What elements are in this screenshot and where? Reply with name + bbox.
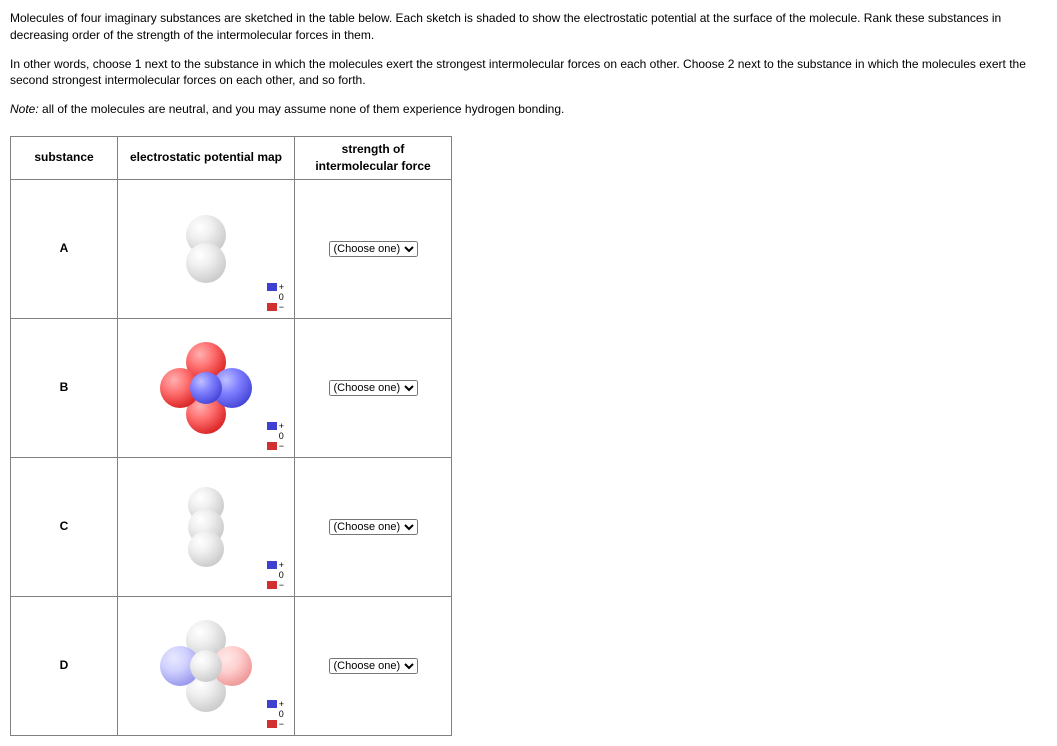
potential-legend: +0− [267,421,284,451]
instructions-block: Molecules of four imaginary substances a… [10,10,1047,118]
legend-negative-swatch [267,720,277,728]
legend-negative-swatch [267,303,277,311]
molecule-map-b: +0− [126,323,286,453]
legend-minus: − [279,719,284,729]
note-label: Note: [10,102,39,116]
legend-minus: − [279,580,284,590]
legend-minus: − [279,302,284,312]
ranking-table: substance electrostatic potential map st… [10,136,452,736]
legend-plus: + [279,282,284,292]
note-text: all of the molecules are neutral, and yo… [39,102,565,116]
map-cell-b: +0− [118,318,295,457]
substance-label-d: D [11,596,118,735]
legend-zero: 0 [279,709,284,719]
legend-plus: + [279,560,284,570]
legend-positive-swatch [267,422,277,430]
strength-cell-a: (Choose one) [295,179,452,318]
substance-label-a: A [11,179,118,318]
legend-positive-swatch [267,561,277,569]
legend-negative-swatch [267,581,277,589]
map-cell-d: +0− [118,596,295,735]
legend-positive-swatch [267,700,277,708]
legend-negative-swatch [267,442,277,450]
legend-zero: 0 [279,431,284,441]
legend-zero: 0 [279,570,284,580]
rank-select-c[interactable]: (Choose one) [329,519,418,535]
potential-legend: +0− [267,699,284,729]
legend-positive-swatch [267,283,277,291]
strength-cell-c: (Choose one) [295,457,452,596]
table-row: A +0− (Choose one) [11,179,452,318]
rank-select-b[interactable]: (Choose one) [329,380,418,396]
strength-cell-b: (Choose one) [295,318,452,457]
legend-plus: + [279,699,284,709]
atom [190,650,222,682]
legend-minus: − [279,441,284,451]
header-substance: substance [11,136,118,179]
substance-label-b: B [11,318,118,457]
map-cell-a: +0− [118,179,295,318]
potential-legend: +0− [267,560,284,590]
rank-select-a[interactable]: (Choose one) [329,241,418,257]
instruction-note: Note: all of the molecules are neutral, … [10,101,1047,118]
instruction-paragraph-1: Molecules of four imaginary substances a… [10,10,1047,44]
header-map: electrostatic potential map [118,136,295,179]
strength-cell-d: (Choose one) [295,596,452,735]
table-row: C +0− (Choose one) [11,457,452,596]
molecule-map-c: +0− [126,462,286,592]
molecule-map-d: +0− [126,601,286,731]
legend-plus: + [279,421,284,431]
table-row: D +0− (Choose one) [11,596,452,735]
potential-legend: +0− [267,282,284,312]
atom [190,372,222,404]
legend-zero: 0 [279,292,284,302]
header-strength: strength of intermolecular force [295,136,452,179]
atom [186,243,226,283]
table-row: B +0− (Choose one) [11,318,452,457]
atom [188,531,224,567]
map-cell-c: +0− [118,457,295,596]
molecule-map-a: +0− [126,184,286,314]
substance-label-c: C [11,457,118,596]
rank-select-d[interactable]: (Choose one) [329,658,418,674]
instruction-paragraph-2: In other words, choose 1 next to the sub… [10,56,1047,90]
